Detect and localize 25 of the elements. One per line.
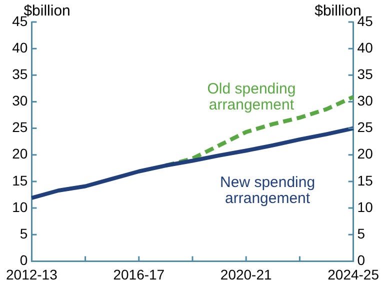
y-tick-label: 30	[12, 92, 28, 109]
x-tick-label: 2016-17	[113, 266, 165, 282]
y2-tick-label: 45	[357, 12, 374, 29]
y2-tick-label: 15	[357, 172, 374, 188]
y-tick-label: 10	[12, 198, 28, 215]
y-tick-label: 20	[12, 146, 28, 162]
y-tick-label: 15	[12, 172, 28, 188]
y2-tick-label: 20	[357, 146, 374, 162]
y-tick-label: 35	[12, 66, 28, 82]
series-label: New spending arrangement	[220, 174, 316, 207]
y2-tick-label: 40	[357, 39, 374, 56]
series-label: Old spending arrangement	[207, 80, 296, 114]
x-tick-label: 2020-21	[220, 266, 272, 282]
y-tick-label: 25	[12, 119, 28, 136]
y2-tick-label: 0	[357, 252, 366, 268]
y-tick-label: 5	[20, 225, 28, 242]
y-tick-label: 40	[12, 39, 28, 56]
y2-tick-label: 35	[357, 66, 374, 82]
y-tick-label: 0	[20, 252, 28, 268]
y2-tick-label: 5	[357, 225, 366, 242]
x-tick-label: 2012-13	[6, 266, 58, 282]
y2-tick-label: 10	[357, 198, 374, 215]
y2-tick-label: 25	[357, 119, 374, 136]
y2-tick-label: 30	[357, 92, 374, 109]
x-tick-label: 2024-25	[328, 266, 380, 282]
